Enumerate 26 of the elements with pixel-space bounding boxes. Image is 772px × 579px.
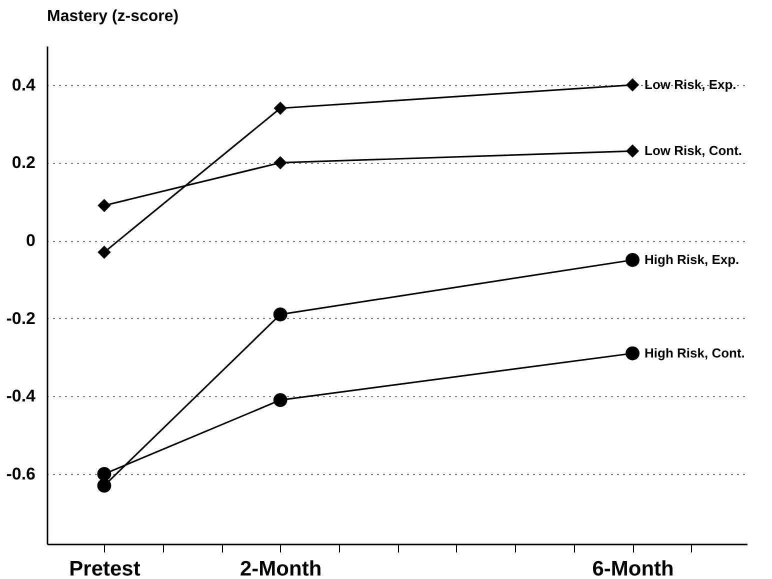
series-label: Low Risk, Cont. (644, 143, 742, 158)
x-tick-label: Pretest (69, 558, 140, 579)
y-tick-label: 0.4 (12, 75, 36, 94)
y-tick-label: 0 (26, 231, 36, 250)
point (98, 199, 111, 212)
point (97, 467, 112, 481)
y-tick-label: -0.2 (6, 308, 36, 328)
series-label: Low Risk, Exp. (644, 76, 736, 92)
point (626, 78, 639, 92)
point (98, 246, 111, 259)
y-tick-label: -0.6 (6, 464, 36, 484)
y-tick-label: -0.4 (6, 386, 36, 406)
point (273, 393, 288, 408)
point (274, 156, 287, 170)
point (626, 253, 640, 267)
point (273, 307, 288, 322)
y-axis-title: Mastery (z-score) (47, 8, 179, 25)
point (274, 102, 287, 115)
x-tick-label: 2-Month (240, 558, 322, 579)
point (626, 346, 640, 360)
point (626, 144, 639, 158)
point (97, 478, 112, 493)
y-tick-label: 0.2 (12, 153, 36, 172)
x-tick-label: 6-Month (592, 558, 674, 579)
series-label: High Risk, Cont. (644, 345, 745, 360)
series-label: High Risk, Exp. (644, 252, 740, 267)
